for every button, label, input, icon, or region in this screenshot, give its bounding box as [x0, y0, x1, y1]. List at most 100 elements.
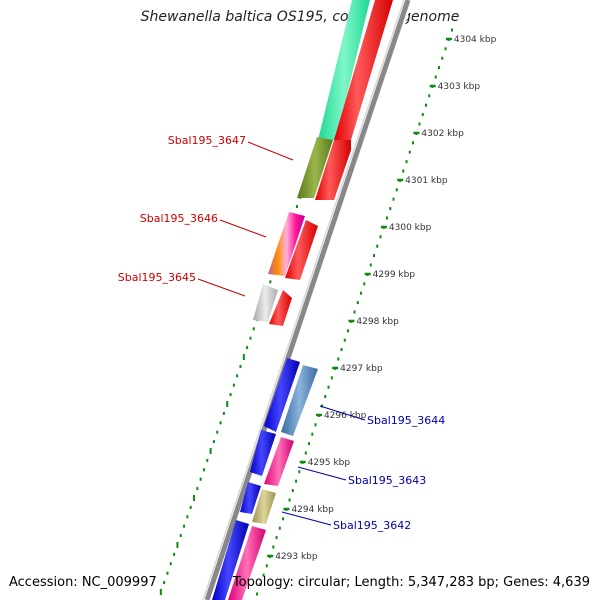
gene-blue-4 — [212, 520, 249, 600]
ruler-minor-tick — [272, 545, 275, 549]
inner-ruler-tick — [246, 346, 249, 350]
ruler-minor-tick — [369, 263, 372, 267]
ruler-minor-tick — [356, 301, 359, 305]
inner-ruler-tick — [189, 505, 192, 509]
gene-label-sbal195-3645[interactable]: Sbal195_3645 — [118, 271, 196, 284]
ruler-minor-tick — [327, 385, 330, 389]
scale-label: 4302 kbp — [421, 129, 464, 139]
ruler-minor-tick — [265, 564, 268, 568]
inner-ruler-tick — [183, 524, 186, 528]
scale-label: 4295 kbp — [308, 458, 351, 468]
backbone-line — [204, 0, 411, 600]
gene-magenta-bottom — [228, 526, 266, 600]
ruler-minor-tick — [291, 489, 294, 493]
inner-ruler-tick — [199, 477, 202, 481]
ruler-minor-tick — [373, 254, 376, 258]
callout-line-3642 — [281, 511, 332, 526]
ruler-minor-tick — [262, 573, 265, 577]
ruler-minor-tick — [347, 329, 350, 333]
ruler-minor-tick — [324, 395, 327, 399]
gene-sbal195-3643 — [264, 437, 294, 486]
gene-label-sbal195-3647[interactable]: Sbal195_3647 — [168, 134, 246, 147]
inner-ruler-tick — [202, 468, 205, 472]
gene-sbal195-3646 — [268, 212, 305, 276]
topology-text: Topology: circular; Length: 5,347,283 bp… — [232, 575, 590, 590]
scale-label: 4300 kbp — [389, 223, 432, 233]
ruler-minor-tick — [402, 169, 405, 173]
ruler-minor-tick — [259, 583, 262, 587]
ruler-minor-tick — [395, 188, 398, 192]
scale-label: 4303 kbp — [438, 82, 481, 92]
ruler-minor-tick — [421, 113, 424, 117]
inner-ruler-tick — [206, 458, 209, 462]
ruler-minor-tick — [295, 479, 298, 483]
inner-ruler-tick — [196, 487, 199, 491]
inner-ruler-tick — [236, 374, 239, 378]
gene-sbal195-3645 — [253, 284, 278, 322]
inner-ruler-tick — [216, 430, 219, 434]
feature-track — [212, 0, 393, 600]
ruler-minor-tick — [363, 282, 366, 286]
callout-line-3644 — [319, 405, 366, 421]
inner-ruler-tick — [166, 571, 169, 575]
ruler-minor-tick — [438, 66, 441, 70]
inner-ruler-tick — [173, 552, 176, 556]
gene-sbal195-3644 — [281, 365, 318, 436]
callout-line-3646 — [219, 219, 267, 238]
inner-ruler-tick — [179, 534, 182, 538]
kbp-ruler — [256, 28, 453, 596]
gene-red-arrow-2 — [285, 220, 318, 280]
scale-labels: 4304 kbp 4303 kbp 4302 kbp 4301 kbp 4300 kbp… — [275, 35, 496, 562]
scale-label: 4294 kbp — [291, 505, 334, 515]
inner-ruler-tick — [193, 495, 196, 501]
ruler-minor-tick — [379, 235, 382, 239]
ruler-minor-tick — [304, 451, 307, 455]
ruler-minor-tick — [418, 122, 421, 126]
ruler-minor-tick — [311, 432, 314, 436]
ruler-minor-tick — [444, 47, 447, 51]
ruler-minor-tick — [278, 526, 281, 530]
gene-callouts: Sbal195_3647 Sbal195_3646 Sbal195_3645 S… — [118, 134, 446, 532]
gene-teal-block — [318, 0, 370, 140]
inner-ruler-tick — [163, 581, 166, 585]
gene-label-sbal195-3642[interactable]: Sbal195_3642 — [333, 519, 411, 532]
ruler-minor-tick — [337, 357, 340, 361]
ruler-minor-tick — [428, 94, 431, 98]
ruler-minor-tick — [360, 291, 363, 295]
ruler-minor-tick — [321, 404, 324, 408]
inner-ruler-tick — [169, 562, 172, 566]
ruler-minor-tick — [389, 207, 392, 211]
inner-ruler-tick — [249, 336, 252, 340]
inner-ruler-tick — [159, 589, 162, 595]
gene-label-sbal195-3644[interactable]: Sbal195_3644 — [367, 414, 445, 427]
scale-label: 4297 kbp — [340, 364, 383, 374]
callout-line-3643 — [297, 466, 347, 481]
gene-blue-3 — [240, 482, 261, 514]
ruler-minor-tick — [353, 310, 356, 314]
backbone-highlight — [202, 0, 405, 600]
scale-label: 4299 kbp — [373, 270, 416, 280]
ruler-minor-tick — [434, 75, 437, 79]
gene-red-arrow-1 — [315, 140, 351, 200]
scale-label: 4301 kbp — [405, 176, 448, 186]
gene-label-sbal195-3643[interactable]: Sbal195_3643 — [348, 474, 426, 487]
inner-ruler-tick — [269, 280, 272, 284]
ruler-minor-tick — [408, 150, 411, 154]
inner-ruler-tick — [222, 411, 225, 415]
gene-sbal195-3642 — [252, 489, 276, 524]
ruler-minor-tick — [288, 498, 291, 502]
inner-ruler-tick — [186, 515, 189, 519]
inner-ruler-tick — [212, 440, 215, 444]
inner-ruler-tick — [239, 364, 242, 368]
inner-ruler-tick — [176, 542, 179, 548]
ruler-minor-tick — [314, 423, 317, 427]
ruler-minor-tick — [256, 592, 259, 596]
gene-label-sbal195-3646[interactable]: Sbal195_3646 — [140, 212, 218, 225]
accession-text: Accession: NC_009997 — [9, 575, 157, 590]
ruler-minor-tick — [298, 470, 301, 474]
inner-ruler-tick — [229, 393, 232, 397]
ruler-minor-tick — [308, 442, 311, 446]
inner-ruler-tick — [226, 401, 229, 407]
inner-ruler-tick — [209, 448, 212, 454]
